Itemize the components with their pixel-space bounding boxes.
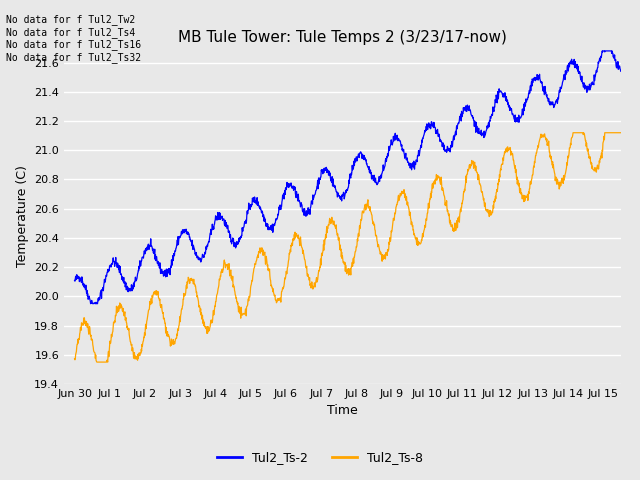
Line: Tul2_Ts-2: Tul2_Ts-2 <box>75 51 621 304</box>
Tul2_Ts-2 <box>324 169 332 175</box>
Tul2_Ts-8 <box>303 264 310 269</box>
Tul2_Ts-2 <box>598 48 606 54</box>
Tul2_Ts-8 <box>93 359 100 365</box>
Tul2_Ts-2 <box>113 264 121 270</box>
Tul2_Ts-2 <box>617 69 625 74</box>
Tul2_Ts-2 <box>382 156 390 161</box>
Tul2_Ts-8 <box>71 356 79 362</box>
Tul2_Ts-8 <box>324 226 332 231</box>
Tul2_Ts-8 <box>617 130 625 136</box>
Text: No data for f Tul2_Tw2
No data for f Tul2_Ts4
No data for f Tul2_Ts16
No data fo: No data for f Tul2_Tw2 No data for f Tul… <box>6 14 141 63</box>
Line: Tul2_Ts-8: Tul2_Ts-8 <box>75 133 621 362</box>
Tul2_Ts-2 <box>303 209 310 215</box>
Tul2_Ts-8 <box>113 310 121 315</box>
Legend: Tul2_Ts-2, Tul2_Ts-8: Tul2_Ts-2, Tul2_Ts-8 <box>212 446 428 469</box>
Tul2_Ts-8 <box>314 274 322 279</box>
Tul2_Ts-2 <box>136 266 143 272</box>
Y-axis label: Temperature (C): Temperature (C) <box>16 165 29 267</box>
X-axis label: Time: Time <box>327 405 358 418</box>
Title: MB Tule Tower: Tule Temps 2 (3/23/17-now): MB Tule Tower: Tule Temps 2 (3/23/17-now… <box>178 30 507 46</box>
Tul2_Ts-2 <box>71 277 79 283</box>
Tul2_Ts-8 <box>382 250 390 255</box>
Tul2_Ts-2 <box>314 186 322 192</box>
Tul2_Ts-8 <box>569 130 577 136</box>
Tul2_Ts-2 <box>87 301 95 307</box>
Tul2_Ts-8 <box>136 350 143 356</box>
